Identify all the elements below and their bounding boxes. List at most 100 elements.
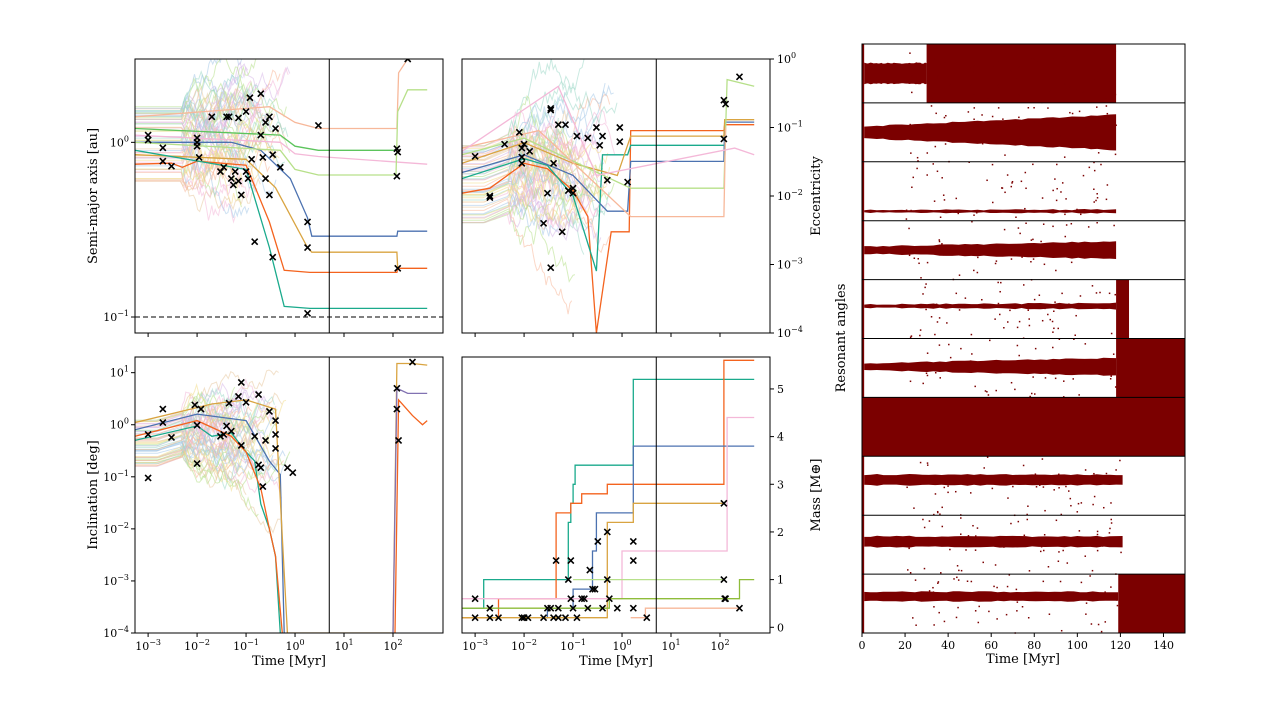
scatter-point xyxy=(1065,485,1067,488)
scatter-point xyxy=(1100,595,1103,597)
data-marker xyxy=(193,421,201,429)
scatter-point xyxy=(1075,89,1077,91)
data-marker xyxy=(197,405,205,413)
scatter-point xyxy=(986,179,988,182)
initial-fill xyxy=(862,161,865,221)
scatter-point xyxy=(1110,502,1112,504)
data-marker xyxy=(269,151,277,159)
scatter-point xyxy=(970,84,973,86)
scatter-point xyxy=(991,115,994,118)
scatter-point xyxy=(915,62,918,64)
scatter-point xyxy=(973,65,976,68)
scatter-point xyxy=(1035,244,1038,246)
scatter-point xyxy=(1042,543,1044,545)
scatter-point xyxy=(1092,116,1094,118)
scatter-point xyxy=(1096,530,1099,533)
scatter-point xyxy=(1047,566,1050,568)
data-marker xyxy=(257,90,265,98)
y-tick-label: 3 xyxy=(777,478,784,491)
scatter-point xyxy=(1041,197,1044,199)
scatter-point xyxy=(960,533,962,535)
scatter-point xyxy=(1100,163,1102,166)
series-line xyxy=(135,141,428,237)
background-track xyxy=(462,160,567,226)
y-tick-exponent: 0 xyxy=(124,417,129,426)
scatter-point xyxy=(1005,613,1008,616)
scatter-point xyxy=(928,520,931,522)
scatter-point xyxy=(985,476,988,479)
scatter-point xyxy=(926,462,929,464)
data-marker xyxy=(558,228,566,236)
scatter-point xyxy=(1106,184,1109,186)
scatter-point xyxy=(937,511,939,514)
x-tick-label: 140 xyxy=(1153,639,1174,652)
scatter-point xyxy=(949,356,952,359)
scatter-point xyxy=(967,535,970,537)
scatter-point xyxy=(943,199,946,201)
scatter-point xyxy=(1057,560,1060,563)
x-tick-exponent: 1 xyxy=(348,638,353,647)
scatter-point xyxy=(935,46,938,49)
series-line xyxy=(135,160,428,274)
scatter-point xyxy=(988,610,990,613)
scatter-point xyxy=(1096,70,1099,72)
scatter-point xyxy=(956,565,959,567)
scatter-point xyxy=(943,486,946,489)
scatter-point xyxy=(905,209,908,212)
scatter-point xyxy=(1059,580,1062,583)
x-tick-label: 10−3 xyxy=(462,638,488,653)
scatter-point xyxy=(960,347,962,350)
scatter-point xyxy=(1000,281,1002,284)
series-line xyxy=(135,89,428,176)
scatter-point xyxy=(1090,623,1093,625)
scatter-point xyxy=(1047,313,1049,316)
scatter-point xyxy=(1096,197,1099,199)
scatter-point xyxy=(1108,369,1111,371)
scatter-point xyxy=(932,586,934,589)
scatter-point xyxy=(1032,121,1035,123)
scatter-point xyxy=(1074,370,1076,373)
data-marker xyxy=(220,163,228,171)
series-line xyxy=(135,149,428,310)
scatter-point xyxy=(1077,244,1079,247)
scatter-point xyxy=(945,114,947,117)
initial-fill xyxy=(862,44,865,103)
scatter-point xyxy=(935,247,937,250)
scatter-point xyxy=(997,86,999,88)
data-marker xyxy=(246,94,254,102)
scatter-point xyxy=(1007,321,1009,323)
scatter-point xyxy=(1000,539,1002,541)
scatter-point xyxy=(984,390,987,392)
background-track xyxy=(462,159,610,216)
scatter-point xyxy=(1004,154,1006,156)
scatter-point xyxy=(923,526,926,529)
scatter-point xyxy=(996,83,999,86)
scatter-point xyxy=(908,254,911,257)
scatter-point xyxy=(909,380,912,383)
scatter-point xyxy=(916,167,918,170)
scatter-point xyxy=(948,140,951,142)
data-marker xyxy=(223,113,231,121)
scatter-point xyxy=(907,569,909,571)
y-tick-exponent: −1 xyxy=(791,120,803,129)
scatter-point xyxy=(942,254,945,256)
resonant-angle-strip xyxy=(862,279,1130,340)
x-tick-exponent: 2 xyxy=(724,638,729,647)
scatter-point xyxy=(1063,56,1066,58)
series-line xyxy=(462,78,755,189)
x-tick-exponent: 2 xyxy=(397,638,402,647)
scatter-point xyxy=(958,309,961,311)
scatter-point xyxy=(1085,602,1088,604)
scatter-point xyxy=(1088,166,1091,169)
scatter-point xyxy=(1064,213,1066,216)
libration-band xyxy=(864,62,927,85)
data-marker xyxy=(393,172,401,180)
scatter-point xyxy=(1024,207,1026,210)
series-line xyxy=(135,134,428,165)
scatter-point xyxy=(1072,378,1074,380)
scatter-point xyxy=(1092,503,1094,506)
scatter-point xyxy=(1026,513,1028,516)
scatter-point xyxy=(1092,52,1095,54)
data-marker xyxy=(167,433,176,442)
scatter-point xyxy=(1093,188,1095,191)
